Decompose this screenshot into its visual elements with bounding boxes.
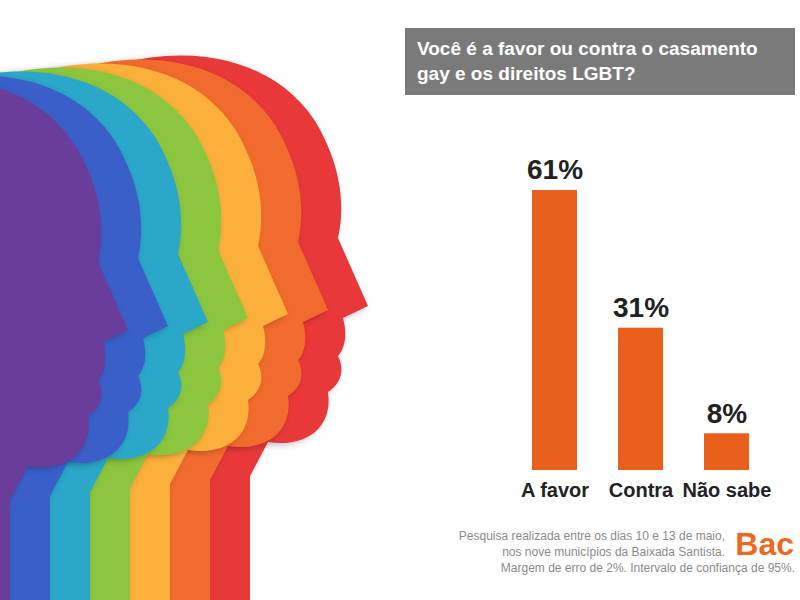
html-text:Pesquisa realizada entre os di: Pesquisa realizada entre os dias 10 e 13… (458, 529, 725, 543)
svg-text:Contra: Contra (609, 479, 674, 501)
svg-text:31%: 31% (613, 292, 669, 323)
html-text:Você é a favor ou contra o cas: Você é a favor ou contra o casamento gay… (417, 38, 758, 84)
html-text:Bac: Bac (735, 526, 794, 562)
svg-text:8%: 8% (707, 398, 748, 429)
html-text:Margem de erro de 2%. Interval: Margem de erro de 2%. Intervalo de confi… (500, 561, 795, 575)
svg-text:61%: 61% (527, 154, 583, 185)
html-text:nos nove municípios da Baixada: nos nove municípios da Baixada Santista. (502, 545, 725, 559)
svg-text:Não sabe: Não sabe (683, 479, 772, 501)
svg-text:A favor: A favor (521, 479, 589, 501)
